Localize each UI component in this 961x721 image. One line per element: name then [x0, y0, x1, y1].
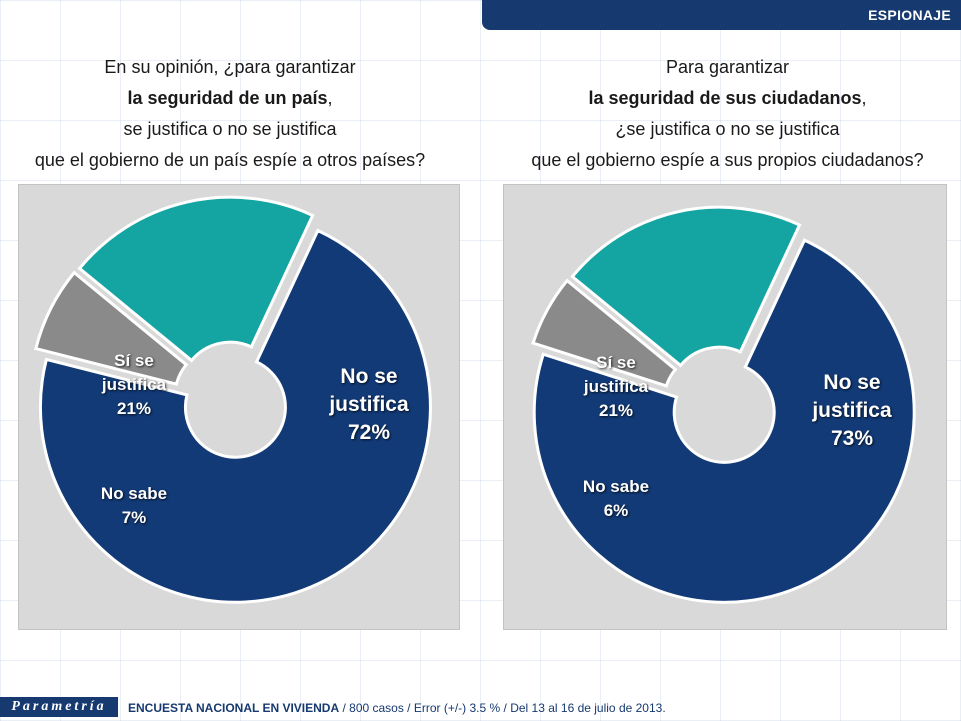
- left-slice-no-sabe: [33, 270, 189, 386]
- right-donut-chart: [531, 205, 916, 604]
- left-label-no-sabe-line1: No sabe: [100, 484, 168, 503]
- left-label-si-se-line1: Sí se: [114, 351, 154, 370]
- left-label-no-se-line2: justifica: [329, 393, 409, 416]
- left-slice-si-se-justifica: [77, 195, 315, 363]
- left-question-emphasis: la seguridad de un país: [127, 88, 328, 108]
- right-label-no-sabe-value: 6%: [603, 501, 629, 520]
- left-question-comma: ,: [327, 88, 333, 108]
- right-label-no-se-value: 73%: [830, 427, 874, 450]
- right-label-si-se-value: 21%: [598, 401, 634, 420]
- left-question: En su opinión, ¿para garantizar la segur…: [10, 52, 450, 176]
- left-donut-chart: [33, 195, 432, 604]
- right-slice-no-sabe: [531, 278, 678, 388]
- left-slice-no-se-justifica: [38, 228, 432, 604]
- right-label-no-se-line2: justifica: [812, 399, 892, 422]
- left-label-no-sabe: No sabe 7%: [84, 482, 184, 530]
- left-question-line2: la seguridad de un país,: [10, 83, 450, 114]
- right-question-line4: que el gobierno espíe a sus propios ciud…: [531, 150, 924, 170]
- survey-name: ENCUESTA NACIONAL EN VIVIENDA: [128, 701, 340, 715]
- right-label-no-se-line1: No se: [823, 371, 881, 394]
- right-label-no-sabe: No sabe 6%: [566, 475, 666, 523]
- right-label-si-se-line1: Sí se: [596, 353, 636, 372]
- left-label-no-se-line1: No se: [340, 365, 398, 388]
- right-donut-chart-panel: No se justifica 73% Sí se justifica 21% …: [503, 184, 947, 630]
- section-header-bar: ESPIONAJE: [482, 0, 961, 30]
- right-label-no-se-justifica: No se justifica 73%: [792, 369, 912, 453]
- left-question-line3: se justifica o no se justifica: [123, 119, 337, 139]
- left-question-line4: que el gobierno de un país espíe a otros…: [34, 150, 426, 170]
- section-label: ESPIONAJE: [868, 7, 951, 23]
- left-label-si-se-value: 21%: [116, 399, 152, 418]
- right-label-no-sabe-line1: No sabe: [582, 477, 650, 496]
- right-label-si-se-justifica: Sí se justifica 21%: [561, 351, 671, 423]
- right-label-si-se-line2: justifica: [583, 377, 649, 396]
- right-question-comma: ,: [861, 88, 867, 108]
- right-slice-no-se-justifica: [532, 238, 916, 604]
- left-question-line1: En su opinión, ¿para garantizar: [104, 57, 356, 77]
- left-label-si-se-justifica: Sí se justifica 21%: [79, 349, 189, 421]
- footer: Parametría ENCUESTA NACIONAL EN VIVIENDA…: [0, 695, 961, 721]
- left-label-si-se-line2: justifica: [101, 375, 167, 394]
- right-question-line2: la seguridad de sus ciudadanos,: [505, 83, 950, 114]
- left-donut-chart-panel: No se justifica 72% Sí se justifica 21% …: [18, 184, 460, 630]
- parametria-logo: Parametría: [0, 697, 118, 717]
- survey-source-note: ENCUESTA NACIONAL EN VIVIENDA / 800 caso…: [128, 701, 666, 715]
- left-label-no-se-value: 72%: [347, 421, 391, 444]
- left-label-no-sabe-value: 7%: [121, 508, 147, 527]
- right-question: Para garantizar la seguridad de sus ciud…: [505, 52, 950, 176]
- left-label-no-se-justifica: No se justifica 72%: [309, 363, 429, 447]
- right-question-emphasis: la seguridad de sus ciudadanos: [588, 88, 862, 108]
- right-question-line3: ¿se justifica o no se justifica: [615, 119, 840, 139]
- survey-details: / 800 casos / Error (+/-) 3.5 % / Del 13…: [339, 701, 666, 715]
- right-question-line1: Para garantizar: [665, 57, 790, 77]
- right-slice-si-se-justifica: [570, 205, 802, 368]
